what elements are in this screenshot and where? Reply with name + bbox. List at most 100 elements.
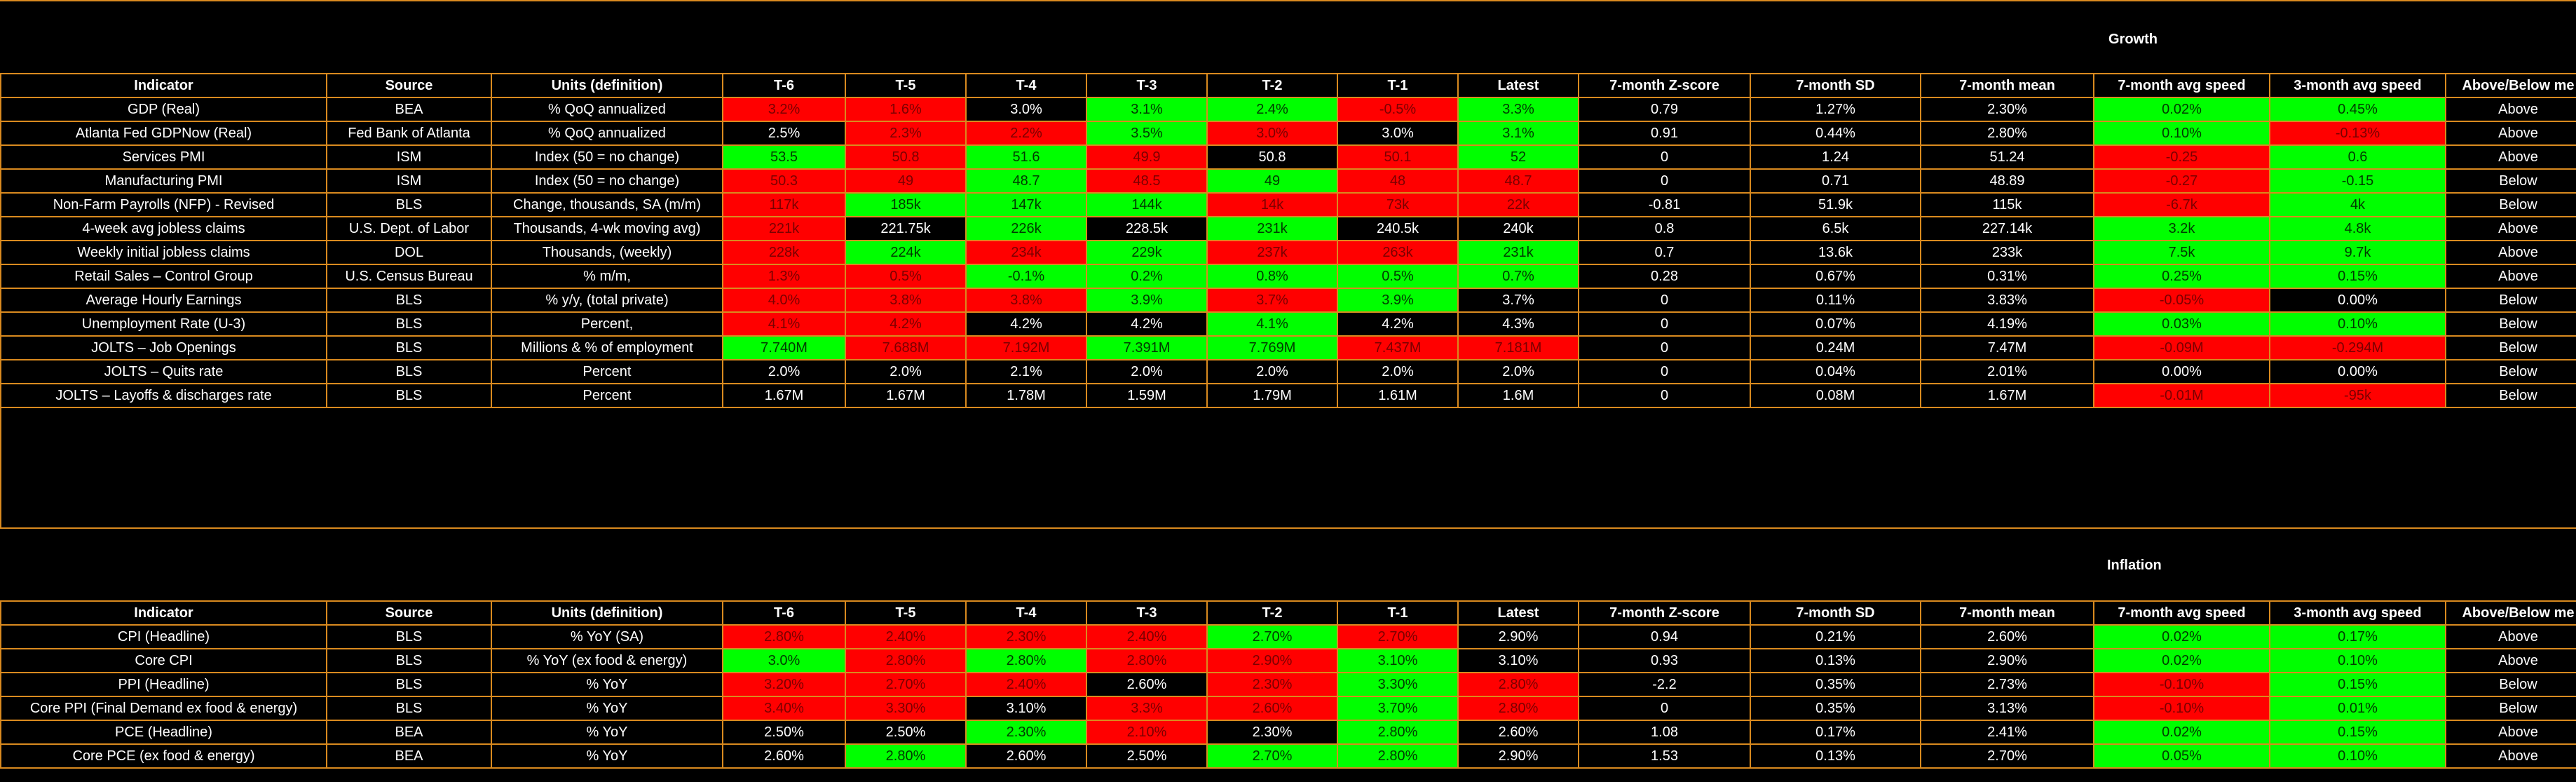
table-cell[interactable]: 2.60% bbox=[1920, 624, 2094, 649]
table-cell[interactable]: 2.50% bbox=[722, 720, 846, 745]
table-cell[interactable]: 2.30% bbox=[965, 624, 1087, 649]
table-cell[interactable]: 0.8 bbox=[1578, 216, 1751, 241]
table-cell[interactable]: 2.60% bbox=[722, 743, 846, 769]
table-cell[interactable]: Below bbox=[2445, 383, 2576, 408]
table-cell[interactable]: 48.5 bbox=[1086, 168, 1208, 194]
table-cell[interactable]: 3.30% bbox=[1337, 672, 1459, 697]
table-cell[interactable]: 221.75k bbox=[845, 216, 967, 241]
table-cell[interactable]: Above bbox=[2445, 743, 2576, 769]
table-cell[interactable]: 0.03% bbox=[2093, 311, 2270, 337]
table-cell[interactable]: BLS bbox=[326, 192, 492, 217]
column-header[interactable]: 7-month avg speed bbox=[2093, 73, 2270, 98]
table-cell[interactable]: 0 bbox=[1578, 696, 1751, 721]
table-cell[interactable]: 7.688M bbox=[845, 335, 967, 360]
table-cell[interactable]: 3.5% bbox=[1086, 121, 1208, 146]
table-cell[interactable]: 0.93 bbox=[1578, 648, 1751, 673]
table-cell[interactable]: 3.20% bbox=[722, 672, 846, 697]
table-cell[interactable]: 49.9 bbox=[1086, 144, 1208, 170]
indicator-cell[interactable]: Retail Sales – Control Group bbox=[0, 264, 327, 289]
table-cell[interactable]: 117k bbox=[722, 192, 846, 217]
table-cell[interactable]: 0 bbox=[1578, 288, 1751, 313]
table-cell[interactable]: 0.25% bbox=[2093, 264, 2270, 289]
table-cell[interactable]: 4.3% bbox=[1457, 311, 1579, 337]
table-cell[interactable]: 2.60% bbox=[1086, 672, 1208, 697]
table-cell[interactable]: 0.00% bbox=[2093, 359, 2270, 384]
table-cell[interactable]: BLS bbox=[326, 288, 492, 313]
table-cell[interactable]: Below bbox=[2445, 672, 2576, 697]
table-cell[interactable]: 0.01% bbox=[2269, 696, 2446, 721]
table-cell[interactable]: 22k bbox=[1457, 192, 1579, 217]
table-cell[interactable]: 3.8% bbox=[845, 288, 967, 313]
table-cell[interactable]: Below bbox=[2445, 192, 2576, 217]
table-cell[interactable]: 147k bbox=[965, 192, 1087, 217]
indicator-cell[interactable]: Atlanta Fed GDPNow (Real) bbox=[0, 121, 327, 146]
column-header[interactable]: Units (definition) bbox=[491, 73, 723, 98]
table-cell[interactable]: 0 bbox=[1578, 311, 1751, 337]
table-cell[interactable]: 233k bbox=[1920, 240, 2094, 265]
table-cell[interactable]: Above bbox=[2445, 264, 2576, 289]
table-cell[interactable]: 0.35% bbox=[1750, 672, 1921, 697]
table-cell[interactable]: Below bbox=[2445, 696, 2576, 721]
table-cell[interactable]: 0.13% bbox=[1750, 648, 1921, 673]
table-cell[interactable]: 2.0% bbox=[722, 359, 846, 384]
table-cell[interactable]: 0.7% bbox=[1457, 264, 1579, 289]
table-cell[interactable]: 2.0% bbox=[1206, 359, 1338, 384]
table-cell[interactable]: 1.27% bbox=[1750, 97, 1921, 122]
column-header[interactable]: Above/Below me bbox=[2445, 600, 2576, 626]
table-cell[interactable]: 48 bbox=[1337, 168, 1459, 194]
table-cell[interactable]: -95k bbox=[2269, 383, 2446, 408]
table-cell[interactable]: 1.79M bbox=[1206, 383, 1338, 408]
table-cell[interactable]: 49 bbox=[1206, 168, 1338, 194]
table-cell[interactable]: -0.09M bbox=[2093, 335, 2270, 360]
table-cell[interactable]: BLS bbox=[326, 383, 492, 408]
table-cell[interactable]: 240.5k bbox=[1337, 216, 1459, 241]
table-cell[interactable]: 1.24 bbox=[1750, 144, 1921, 170]
table-cell[interactable]: 237k bbox=[1206, 240, 1338, 265]
table-cell[interactable]: % YoY bbox=[491, 696, 723, 721]
table-cell[interactable]: 2.41% bbox=[1920, 720, 2094, 745]
table-cell[interactable]: 3.0% bbox=[965, 97, 1087, 122]
table-cell[interactable]: 0.10% bbox=[2269, 743, 2446, 769]
column-header[interactable]: 7-month mean bbox=[1920, 600, 2094, 626]
table-cell[interactable]: Below bbox=[2445, 335, 2576, 360]
table-cell[interactable]: -0.15 bbox=[2269, 168, 2446, 194]
table-cell[interactable]: 0.10% bbox=[2093, 121, 2270, 146]
table-cell[interactable]: Above bbox=[2445, 720, 2576, 745]
table-cell[interactable]: 2.4% bbox=[1206, 97, 1338, 122]
table-cell[interactable]: Change, thousands, SA (m/m) bbox=[491, 192, 723, 217]
table-cell[interactable]: 1.78M bbox=[965, 383, 1087, 408]
table-cell[interactable]: BLS bbox=[326, 648, 492, 673]
table-cell[interactable]: Fed Bank of Atlanta bbox=[326, 121, 492, 146]
table-cell[interactable]: 2.90% bbox=[1206, 648, 1338, 673]
table-cell[interactable]: -0.1% bbox=[965, 264, 1087, 289]
table-cell[interactable]: 2.80% bbox=[1086, 648, 1208, 673]
indicator-cell[interactable]: Core PCE (ex food & energy) bbox=[0, 743, 327, 769]
table-cell[interactable]: 2.1% bbox=[965, 359, 1087, 384]
table-cell[interactable]: 0.5% bbox=[845, 264, 967, 289]
table-cell[interactable]: 2.80% bbox=[1920, 121, 2094, 146]
table-cell[interactable]: 2.30% bbox=[1206, 672, 1338, 697]
table-cell[interactable]: 4.2% bbox=[1337, 311, 1459, 337]
table-cell[interactable]: 0.21% bbox=[1750, 624, 1921, 649]
table-cell[interactable]: 224k bbox=[845, 240, 967, 265]
column-header[interactable]: T-1 bbox=[1337, 600, 1459, 626]
table-cell[interactable]: 0.10% bbox=[2269, 311, 2446, 337]
table-cell[interactable]: 2.60% bbox=[965, 743, 1087, 769]
table-cell[interactable]: 0.7 bbox=[1578, 240, 1751, 265]
column-header[interactable]: T-4 bbox=[965, 600, 1087, 626]
table-cell[interactable]: 3.7% bbox=[1457, 288, 1579, 313]
table-cell[interactable]: 3.0% bbox=[722, 648, 846, 673]
table-cell[interactable]: 2.40% bbox=[1086, 624, 1208, 649]
table-cell[interactable]: 7.391M bbox=[1086, 335, 1208, 360]
table-cell[interactable]: 3.7% bbox=[1206, 288, 1338, 313]
table-cell[interactable]: 2.80% bbox=[1337, 743, 1459, 769]
table-cell[interactable]: 0.94 bbox=[1578, 624, 1751, 649]
table-cell[interactable]: 1.6M bbox=[1457, 383, 1579, 408]
table-cell[interactable]: 228k bbox=[722, 240, 846, 265]
table-cell[interactable]: 2.80% bbox=[722, 624, 846, 649]
table-cell[interactable]: 0.15% bbox=[2269, 672, 2446, 697]
table-cell[interactable]: 0 bbox=[1578, 359, 1751, 384]
table-cell[interactable]: % YoY bbox=[491, 743, 723, 769]
table-cell[interactable]: 0.44% bbox=[1750, 121, 1921, 146]
table-cell[interactable]: 0.35% bbox=[1750, 696, 1921, 721]
